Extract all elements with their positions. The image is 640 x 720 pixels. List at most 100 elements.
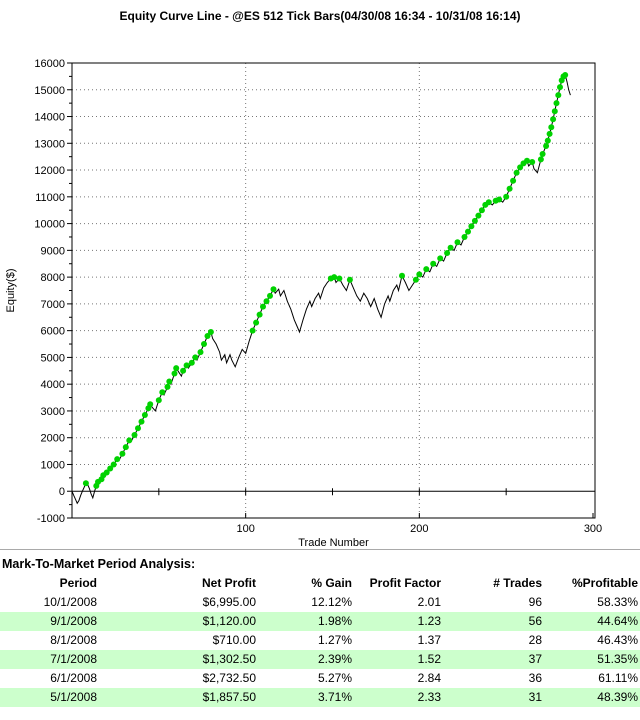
column-header--trades: # Trades	[493, 576, 542, 590]
cell-profit-factor: 1.37	[417, 633, 441, 647]
svg-text:100: 100	[236, 523, 254, 535]
cell--gain: 1.27%	[317, 633, 352, 647]
trade-marker-dot	[131, 432, 138, 438]
trade-marker-dot	[155, 397, 162, 404]
equity-line	[71, 74, 571, 505]
trade-marker-dot	[263, 298, 270, 305]
svg-text:5000: 5000	[41, 352, 65, 364]
trade-marker-dot	[546, 130, 553, 137]
trade-marker-dot	[135, 425, 141, 432]
trade-marker-dot	[171, 370, 178, 377]
trade-marker-dot	[444, 250, 451, 256]
equity-curve-chart: -1000 0 1000 2000 3000 4000 5000 6000 7000 8000 90…	[5, 58, 602, 549]
trade-marker-dot	[454, 239, 461, 246]
trade-marker-dot	[267, 292, 273, 299]
period-row: 7/1/2008 $1,302.50 2.39% 1.52 37 51.35%	[0, 650, 640, 669]
svg-text:15000: 15000	[34, 85, 65, 97]
cell--profitable: 51.35%	[597, 652, 638, 666]
pane-divider	[0, 549, 640, 550]
svg-text:6000: 6000	[41, 326, 65, 338]
cell-profit-factor: 1.23	[417, 614, 441, 628]
cell-net-profit: $1,120.00	[202, 614, 256, 628]
trade-marker-dot	[550, 116, 557, 123]
period-row: 6/1/2008 $2,732.50 5.27% 2.84 36 61.11%	[0, 669, 640, 688]
trade-marker-dot	[503, 193, 510, 200]
trade-marker-dot	[399, 272, 405, 279]
column-header--profitable: %Profitable	[571, 576, 638, 590]
trade-marker-dot	[270, 286, 277, 293]
trade-marker-dot	[103, 469, 110, 476]
svg-text:1000: 1000	[41, 459, 65, 471]
cell-period: 6/1/2008	[50, 671, 97, 685]
trade-marker-dot	[192, 354, 199, 361]
cell--gain: 3.71%	[317, 690, 352, 704]
period-row: 10/1/2008 $6,995.00 12.12% 2.01 96 58.33%	[0, 593, 640, 612]
period-row: 5/1/2008 $1,857.50 3.71% 2.33 31 48.39%	[0, 688, 640, 707]
trade-marker-dot	[517, 164, 524, 171]
cell--gain: 5.27%	[317, 671, 352, 685]
trade-marker-dot	[461, 234, 468, 240]
svg-text:300: 300	[584, 523, 602, 535]
trade-marker-dot	[173, 365, 180, 372]
trade-marker-dot	[346, 276, 353, 283]
trade-marker-dot	[207, 329, 214, 335]
trade-marker-dot	[197, 349, 204, 356]
trade-marker-dot	[188, 359, 195, 366]
trade-marker-dot	[478, 207, 485, 214]
trade-marker-dot	[513, 169, 520, 176]
trade-marker-dot	[510, 177, 517, 184]
cell--profitable: 48.39%	[597, 690, 638, 704]
trade-marker-dot	[475, 212, 482, 219]
column-header-period: Period	[59, 576, 97, 590]
svg-text:-1000: -1000	[37, 513, 65, 525]
cell-profit-factor: 2.01	[417, 595, 441, 609]
svg-text:4000: 4000	[41, 379, 65, 391]
period-row: 8/1/2008 $710.00 1.27% 1.37 28 46.43%	[0, 631, 640, 650]
period-analysis-table: Period Net Profit % Gain Profit Factor # Tra…	[0, 574, 640, 707]
trade-marker-dot	[412, 276, 419, 283]
trade-marker-dot	[253, 319, 260, 326]
cell--profitable: 44.64%	[597, 614, 638, 628]
cell--profitable: 46.43%	[597, 633, 638, 647]
trade-marker-dot	[82, 480, 89, 487]
trade-marker-dot	[437, 255, 444, 262]
cell-period: 5/1/2008	[50, 690, 97, 704]
cell-net-profit: $710.00	[212, 633, 256, 647]
cell--gain: 12.12%	[311, 595, 352, 609]
trade-marker-dot	[529, 159, 536, 165]
cell--trades: 56	[528, 614, 542, 628]
cell--trades: 36	[528, 671, 542, 685]
cell--trades: 31	[528, 690, 542, 704]
trade-marker-dot	[465, 228, 471, 235]
cell-net-profit: $6,995.00	[202, 595, 256, 609]
svg-text:10000: 10000	[34, 219, 65, 231]
trade-marker-dot	[107, 465, 114, 472]
svg-text:8000: 8000	[41, 272, 65, 284]
analysis-heading: Mark-To-Market Period Analysis:	[2, 557, 196, 571]
cell--trades: 96	[528, 595, 542, 609]
trade-marker-dot	[471, 217, 478, 224]
trade-marker-dot	[180, 367, 187, 374]
trade-marker-dot	[430, 260, 437, 267]
cell-profit-factor: 1.52	[417, 652, 441, 666]
cell-period: 8/1/2008	[50, 633, 97, 647]
trade-marker-dot	[260, 303, 266, 310]
svg-text:0: 0	[59, 486, 65, 498]
trade-marker-dot	[110, 461, 117, 468]
trade-marker-dot	[201, 341, 207, 347]
trade-marker-dot	[496, 196, 503, 203]
trade-marker-dot	[423, 266, 430, 273]
trade-marker-dot	[119, 450, 126, 457]
svg-text:11000: 11000	[35, 192, 65, 204]
trade-marker-dot	[159, 389, 166, 396]
svg-text:13000: 13000	[34, 138, 65, 150]
column-header-profit-factor: Profit Factor	[369, 576, 441, 590]
trade-marker-dot	[122, 444, 129, 451]
trade-marker-dot	[164, 383, 171, 390]
cell-profit-factor: 2.84	[417, 671, 441, 685]
svg-text:16000: 16000	[34, 58, 65, 70]
trade-marker-dot	[562, 72, 569, 78]
trade-marker-dot	[539, 151, 546, 157]
cell-net-profit: $2,732.50	[202, 671, 256, 685]
